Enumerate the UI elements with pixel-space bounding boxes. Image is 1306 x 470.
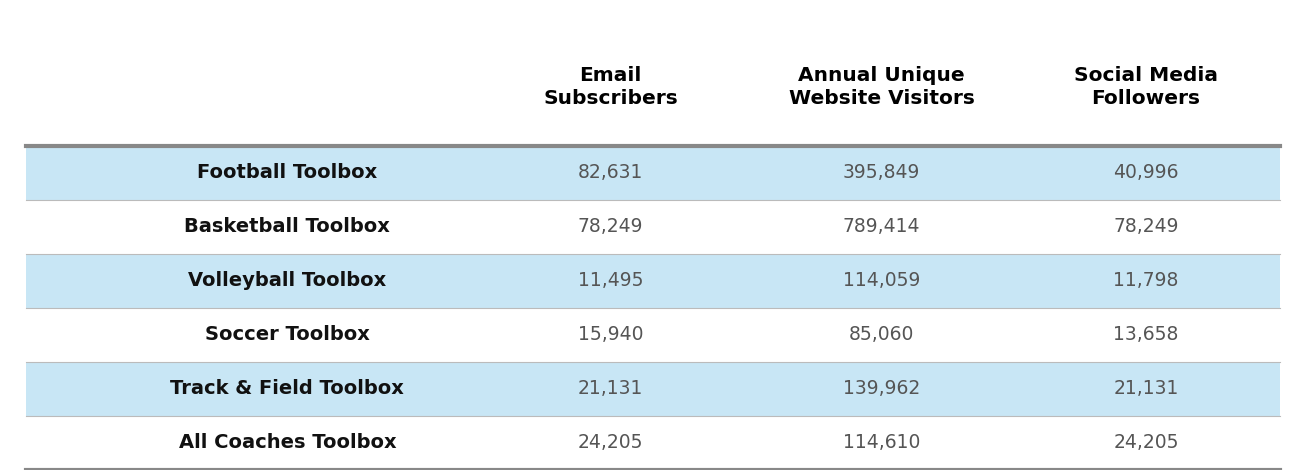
Bar bbox=[26, 416, 1280, 470]
Text: All Coaches Toolbox: All Coaches Toolbox bbox=[179, 433, 396, 453]
Text: Football Toolbox: Football Toolbox bbox=[197, 163, 377, 182]
Bar bbox=[26, 200, 1280, 254]
Text: 139,962: 139,962 bbox=[842, 379, 921, 399]
Bar bbox=[26, 362, 1280, 416]
Text: 85,060: 85,060 bbox=[849, 325, 914, 345]
Text: Basketball Toolbox: Basketball Toolbox bbox=[184, 217, 390, 236]
Text: 21,131: 21,131 bbox=[1113, 379, 1179, 399]
Text: 21,131: 21,131 bbox=[577, 379, 644, 399]
Text: 13,658: 13,658 bbox=[1113, 325, 1179, 345]
Text: 78,249: 78,249 bbox=[1113, 217, 1179, 236]
Text: 15,940: 15,940 bbox=[577, 325, 644, 345]
Bar bbox=[26, 254, 1280, 308]
Text: Volleyball Toolbox: Volleyball Toolbox bbox=[188, 271, 387, 290]
Text: 82,631: 82,631 bbox=[577, 163, 644, 182]
Text: Annual Unique
Website Visitors: Annual Unique Website Visitors bbox=[789, 66, 974, 108]
Text: 11,798: 11,798 bbox=[1113, 271, 1179, 290]
Text: 11,495: 11,495 bbox=[577, 271, 644, 290]
Text: 395,849: 395,849 bbox=[842, 163, 921, 182]
Text: 24,205: 24,205 bbox=[577, 433, 644, 453]
Text: Soccer Toolbox: Soccer Toolbox bbox=[205, 325, 370, 345]
Text: 114,059: 114,059 bbox=[842, 271, 921, 290]
Text: 789,414: 789,414 bbox=[842, 217, 921, 236]
Bar bbox=[26, 146, 1280, 200]
Text: 114,610: 114,610 bbox=[842, 433, 921, 453]
Bar bbox=[26, 308, 1280, 362]
Text: Social Media
Followers: Social Media Followers bbox=[1074, 66, 1218, 108]
Text: 40,996: 40,996 bbox=[1113, 163, 1179, 182]
Text: Email
Subscribers: Email Subscribers bbox=[543, 66, 678, 108]
Text: Track & Field Toolbox: Track & Field Toolbox bbox=[170, 379, 405, 399]
Text: 78,249: 78,249 bbox=[577, 217, 644, 236]
Text: 24,205: 24,205 bbox=[1113, 433, 1179, 453]
